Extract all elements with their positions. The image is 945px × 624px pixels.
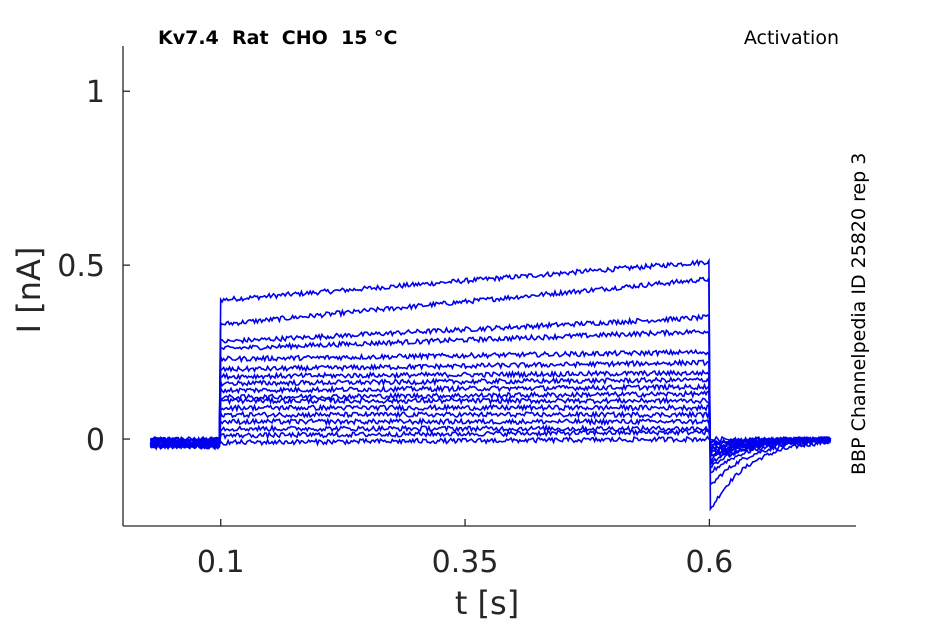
- y-tick-label: 0.5: [57, 249, 105, 284]
- axes: 0 0.5 1 0.1 0.35 0.6: [57, 46, 856, 580]
- current-trace: [149, 348, 832, 466]
- current-trace: [150, 328, 831, 469]
- current-trace: [150, 375, 832, 460]
- current-trace: [150, 423, 832, 450]
- current-trace: [149, 435, 832, 451]
- y-axis-label: I [nA]: [10, 247, 48, 334]
- x-axis-label: t [s]: [455, 584, 519, 622]
- y-tick-label: 1: [86, 75, 105, 110]
- current-trace: [149, 403, 832, 454]
- current-trace: [150, 428, 832, 450]
- x-tick-label: 0.35: [432, 545, 499, 580]
- current-trace: [149, 276, 832, 487]
- x-tick-label: 0.1: [197, 545, 245, 580]
- y-tick-label: 0: [86, 423, 105, 458]
- protocol-label: Activation: [743, 27, 839, 49]
- traces: [149, 257, 832, 512]
- current-trace: [149, 389, 832, 456]
- current-trace: [149, 313, 831, 474]
- current-trace: [149, 382, 831, 458]
- chart-title: Kv7.4 Rat CHO 15 °C: [158, 27, 398, 49]
- x-tick-label: 0.6: [686, 545, 734, 580]
- current-trace: [149, 257, 832, 512]
